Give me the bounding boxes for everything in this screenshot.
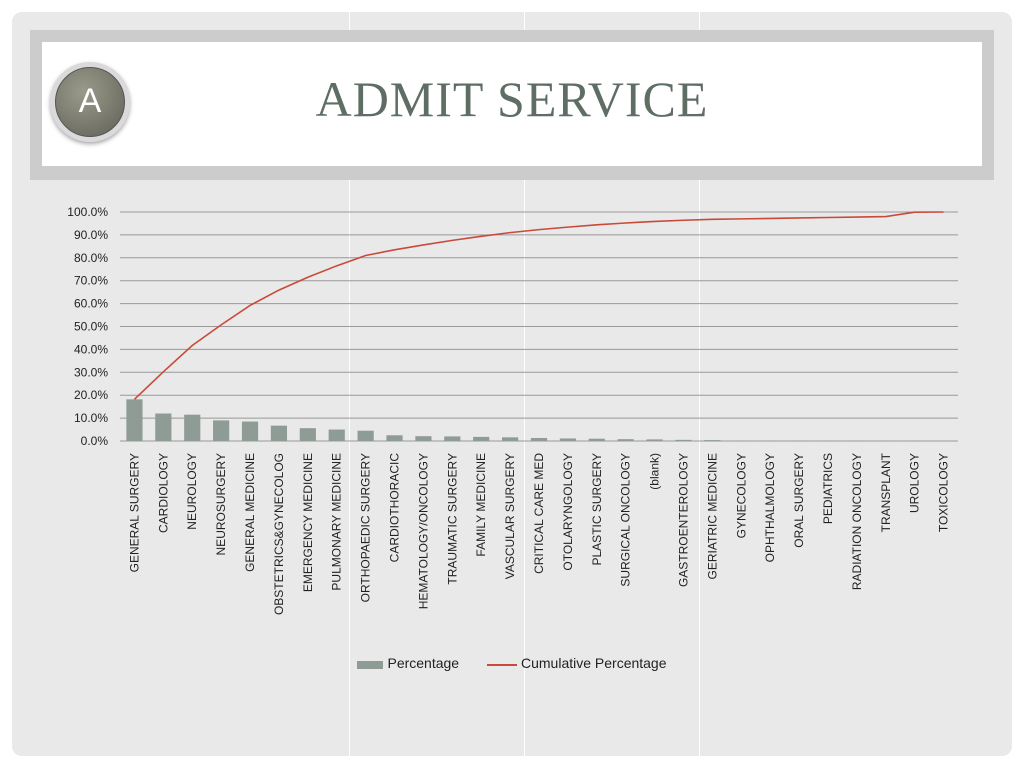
y-tick-label: 20.0% [74, 388, 108, 402]
bar-percentage [473, 436, 490, 441]
section-badge: A [50, 62, 130, 142]
bar-percentage [126, 399, 143, 441]
x-tick-label: ORTHOPAEDIC SURGERY [359, 453, 373, 602]
x-tick-label: RADIATION ONCOLOGY [850, 453, 864, 590]
x-tick-label: EMERGENCY MEDICINE [301, 453, 315, 592]
bar-percentage [386, 435, 403, 441]
title-box: ADMIT SERVICE [42, 42, 982, 166]
section-badge-letter: A [55, 67, 125, 137]
x-tick-label: GYNECOLOGY [734, 453, 748, 538]
bar-percentage [675, 439, 692, 441]
bar-percentage [213, 420, 230, 441]
y-tick-label: 80.0% [74, 251, 108, 265]
y-tick-label: 10.0% [74, 411, 108, 425]
x-tick-label: TRANSPLANT [879, 452, 893, 532]
legend-label-percentage: Percentage [387, 655, 460, 672]
bar-percentage [415, 436, 432, 441]
legend-label-cumulative: Cumulative Percentage [520, 655, 667, 672]
x-tick-label: PEDIATRICS [821, 453, 835, 524]
y-tick-label: 100.0% [67, 205, 108, 219]
x-tick-label: ORAL SURGERY [792, 453, 806, 548]
y-tick-label: 40.0% [74, 342, 108, 356]
background-stripe-line [349, 12, 350, 756]
bar-percentage [530, 438, 548, 441]
x-tick-label: OPHTHALMOLOGY [763, 453, 777, 562]
bar-percentage [184, 414, 201, 441]
x-tick-label: NEUROLOGY [185, 453, 199, 530]
bar-percentage [328, 429, 345, 441]
chart-legend: Percentage Cumulative Percentage [0, 654, 1024, 671]
bar-percentage [704, 440, 721, 441]
bar-percentage [502, 437, 519, 441]
slide: ADMIT SERVICE [12, 12, 1012, 756]
bar-percentage [646, 439, 663, 441]
x-tick-label: TRAUMATIC SURGERY [445, 453, 459, 585]
bar-percentage [299, 428, 316, 441]
background-stripe-line [699, 12, 700, 756]
bar-percentage [357, 430, 374, 441]
y-tick-label: 90.0% [74, 228, 108, 242]
x-tick-label: CARDIOTHORACIC [388, 453, 402, 563]
x-tick-label: SURGICAL ONCOLOGY [619, 453, 633, 587]
x-tick-label: FAMILY MEDICINE [474, 453, 488, 557]
x-tick-label: OBSTETRICS&GYNECOLOG [272, 453, 286, 615]
x-tick-label: PLASTIC SURGERY [590, 453, 604, 565]
y-tick-label: 60.0% [74, 297, 108, 311]
x-tick-label: HEMATOLOGY/ONCOLOGY [416, 453, 430, 609]
x-tick-label: NEUROSURGERY [214, 453, 228, 555]
bar-percentage [270, 425, 288, 441]
x-tick-label: TOXICOLOGY [937, 453, 951, 532]
bar-percentage [617, 439, 634, 441]
y-tick-label: 0.0% [81, 434, 109, 448]
y-tick-label: 50.0% [74, 320, 108, 334]
x-tick-label: CARDIOLOGY [156, 453, 170, 533]
slide-title: ADMIT SERVICE [315, 71, 709, 127]
x-tick-label: OTOLARYNGOLOGY [561, 453, 575, 571]
bar-percentage [155, 413, 172, 441]
x-tick-label: GASTROENTEROLOGY [676, 453, 690, 587]
x-tick-label: VASCULAR SURGERY [503, 453, 517, 579]
bar-percentage [559, 438, 576, 441]
x-tick-label: GENERAL SURGERY [127, 453, 141, 572]
x-tick-label: GERIATRIC MEDICINE [705, 453, 719, 579]
line-cumulative-percentage [133, 211, 944, 400]
x-tick-label: GENERAL MEDICINE [243, 453, 257, 572]
legend-swatch-bar [357, 660, 384, 669]
x-tick-label: UROLOGY [908, 453, 922, 513]
x-tick-label: (blank) [648, 453, 662, 490]
bar-percentage [241, 421, 259, 441]
title-frame: ADMIT SERVICE [30, 30, 994, 180]
x-tick-label: PULMONARY MEDICINE [330, 453, 344, 591]
legend-item-percentage: Percentage [357, 655, 459, 671]
y-tick-label: 30.0% [74, 365, 108, 379]
y-tick-label: 70.0% [74, 274, 108, 288]
legend-item-cumulative: Cumulative Percentage [486, 655, 667, 672]
background-stripe-line [524, 12, 525, 756]
bar-percentage [588, 438, 605, 441]
legend-swatch-line [486, 663, 517, 666]
x-tick-label: CRITICAL CARE MED [532, 453, 546, 574]
bar-percentage [444, 436, 461, 441]
